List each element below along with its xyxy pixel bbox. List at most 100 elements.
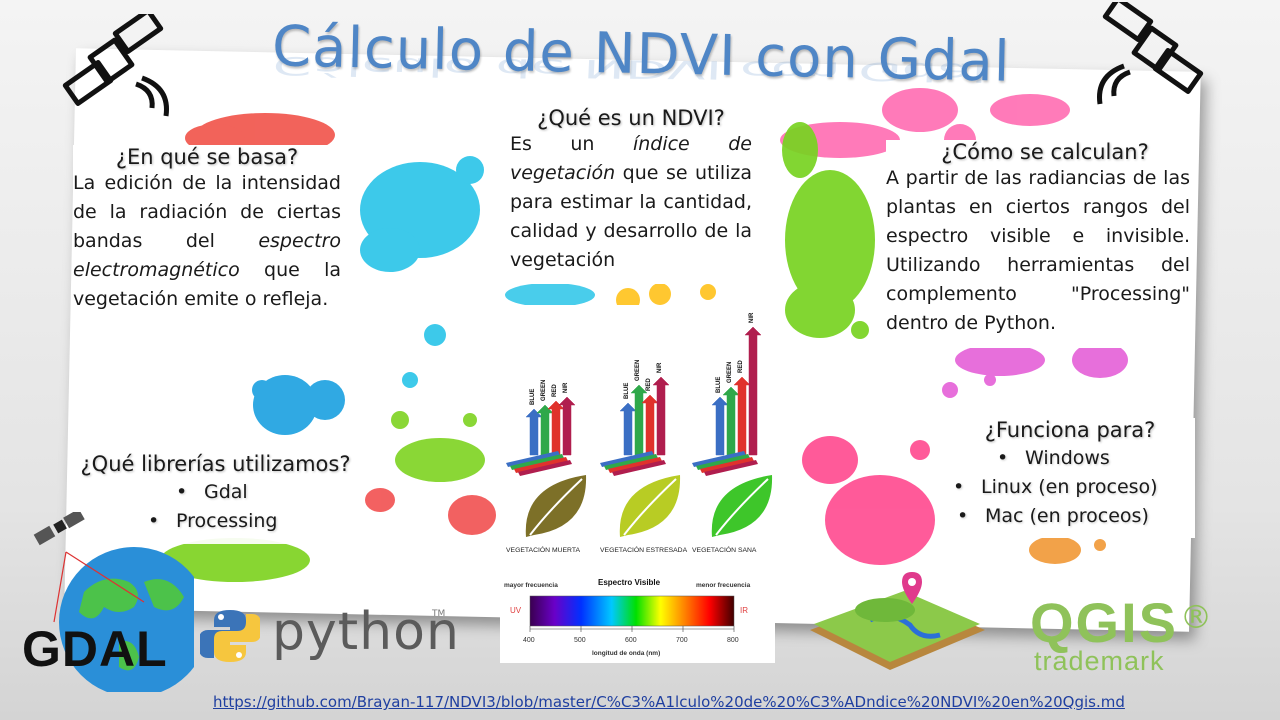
bullet-icon: • bbox=[176, 481, 188, 503]
basis-text-emphasis: espectro electromagnético bbox=[73, 230, 341, 281]
globe-land bbox=[144, 579, 184, 611]
leaf-caption: VEGETACIÓN MUERTA bbox=[506, 545, 580, 554]
python-trademark: TM bbox=[432, 609, 446, 619]
leaf-caption: VEGETACIÓN ESTRESADA bbox=[600, 545, 688, 554]
library-item-label: Gdal bbox=[204, 481, 248, 503]
spectrum-tick-label: 700 bbox=[676, 637, 688, 644]
band-base-stripe bbox=[704, 460, 758, 476]
leaf-vein bbox=[623, 478, 677, 536]
library-item: • Gdal bbox=[72, 478, 359, 507]
band-label: BLUE bbox=[716, 377, 722, 393]
band-arrow bbox=[652, 376, 670, 456]
band-arrow bbox=[641, 394, 659, 456]
map-pin-dot bbox=[908, 578, 916, 586]
band-base-stripe bbox=[514, 457, 568, 473]
band-label: RED bbox=[552, 384, 558, 397]
spectrum-tick-label: 600 bbox=[625, 637, 637, 644]
band-arrow bbox=[536, 404, 554, 456]
repository-link[interactable]: https://github.com/Brayan-117/NDVI3/blob… bbox=[213, 693, 1125, 711]
bullet-icon: • bbox=[957, 505, 969, 527]
library-item-label: Processing bbox=[176, 510, 278, 532]
band-label: GREEN bbox=[635, 360, 641, 381]
satellite-icon bbox=[1097, 2, 1204, 105]
qgis-logo-text: QGIS bbox=[1030, 591, 1179, 654]
platform-item: • Windows bbox=[945, 444, 1195, 473]
how-heading: ¿Cómo se calculan? bbox=[941, 140, 1149, 164]
splash-pink-bottom-right bbox=[802, 436, 935, 565]
how-section: ¿Cómo se calculan? A partir de las radia… bbox=[886, 140, 1190, 348]
splash-cyan-center bbox=[505, 283, 595, 307]
basis-text-part: que la vegetación emite o refleja. bbox=[73, 259, 341, 310]
visible-spectrum-bar bbox=[529, 595, 735, 627]
what-section: ¿Qué es un NDVI? Es un índice de vegetac… bbox=[510, 106, 752, 284]
band-label: GREEN bbox=[727, 362, 733, 383]
bullet-icon: • bbox=[997, 447, 1009, 469]
splash-red-bottom bbox=[365, 488, 496, 535]
globe-land bbox=[119, 641, 139, 671]
band-arrow bbox=[744, 326, 762, 456]
band-base-stripe bbox=[612, 460, 666, 476]
platform-item: • Mac (en proceos) bbox=[945, 502, 1195, 531]
spectrum-ir-label: IR bbox=[740, 606, 748, 615]
ndvi-figure: BLUE GREEN RED NIR VEGETACIÓN MUERTA BLUE GREE… bbox=[500, 305, 775, 663]
spectrum-title: Espectro Visible bbox=[598, 578, 661, 587]
map-terrain bbox=[814, 591, 980, 662]
spectrum-axis-label: longitud de onda (nm) bbox=[592, 650, 660, 657]
spectrum-right-label: menor frecuencia bbox=[696, 582, 751, 589]
what-text-part: Es un bbox=[510, 133, 633, 155]
leaf-caption: VEGETACIÓN SANA bbox=[692, 545, 757, 554]
band-label: BLUE bbox=[624, 383, 630, 399]
basis-section: ¿En qué se basa? La edición de la intens… bbox=[73, 145, 341, 325]
spectrum-uv-label: UV bbox=[510, 606, 522, 615]
band-label: RED bbox=[738, 360, 744, 373]
how-text: A partir de las radiancias de las planta… bbox=[886, 167, 1190, 334]
ndvi-figure-graphic: BLUE GREEN RED NIR VEGETACIÓN MUERTA BLUE GREE… bbox=[504, 312, 773, 657]
band-base-stripe bbox=[692, 451, 746, 467]
satellite-icon bbox=[62, 14, 169, 117]
band-arrow bbox=[547, 400, 565, 456]
what-text: Es un índice de vegetación que se utiliz… bbox=[510, 130, 752, 275]
map-book-illustration bbox=[810, 572, 985, 670]
platform-item-label: Mac (en proceos) bbox=[985, 505, 1149, 527]
libraries-heading: ¿Qué librerías utilizamos? bbox=[80, 452, 351, 476]
band-label: NIR bbox=[563, 382, 569, 393]
what-text-emphasis: índice de vegetación bbox=[510, 133, 752, 184]
band-base-stripe bbox=[506, 451, 560, 467]
splash-green-bottom-left bbox=[160, 538, 310, 582]
map-hill bbox=[855, 598, 915, 622]
platform-item-label: Linux (en proceso) bbox=[981, 476, 1158, 498]
band-base-stripe bbox=[604, 454, 658, 470]
libraries-section: ¿Qué librerías utilizamos? • Gdal • Proces… bbox=[72, 452, 359, 544]
band-label: NIR bbox=[749, 312, 755, 323]
band-base-stripe bbox=[700, 457, 754, 473]
bullet-icon: • bbox=[953, 476, 965, 498]
band-arrow bbox=[722, 386, 740, 456]
python-logo-icon bbox=[200, 610, 260, 662]
bullet-icon: • bbox=[148, 510, 160, 532]
band-base-stripe bbox=[600, 451, 654, 467]
spectrum-tick-label: 500 bbox=[574, 637, 586, 644]
splash-cyan-left bbox=[360, 156, 484, 388]
platforms-heading: ¿Funciona para? bbox=[984, 418, 1156, 442]
signal-line bbox=[65, 551, 145, 603]
platforms-list: • Windows • Linux (en proceso) • Mac (en pr… bbox=[945, 444, 1195, 531]
what-text-part: que se utiliza para estimar la cantidad,… bbox=[510, 162, 752, 271]
splash-blue-left bbox=[252, 375, 345, 435]
band-base-stripe bbox=[608, 457, 662, 473]
spectrum-tick-label: 800 bbox=[727, 637, 739, 644]
band-arrow bbox=[630, 384, 648, 456]
leaf-vein bbox=[529, 478, 583, 536]
spectrum-tick-label: 400 bbox=[523, 637, 535, 644]
gdal-logo bbox=[33, 512, 194, 692]
band-base-stripe bbox=[696, 454, 750, 470]
what-heading: ¿Qué es un NDVI? bbox=[537, 106, 725, 130]
band-base-stripe bbox=[518, 460, 572, 476]
satellite-icon bbox=[33, 512, 85, 546]
python-logo-text: python bbox=[272, 602, 460, 662]
splash-green-right bbox=[782, 122, 875, 339]
band-label: RED bbox=[646, 378, 652, 391]
library-item: • Processing bbox=[72, 507, 359, 536]
signal-line bbox=[53, 551, 67, 623]
band-arrow bbox=[733, 376, 751, 456]
band-label: NIR bbox=[657, 362, 663, 373]
